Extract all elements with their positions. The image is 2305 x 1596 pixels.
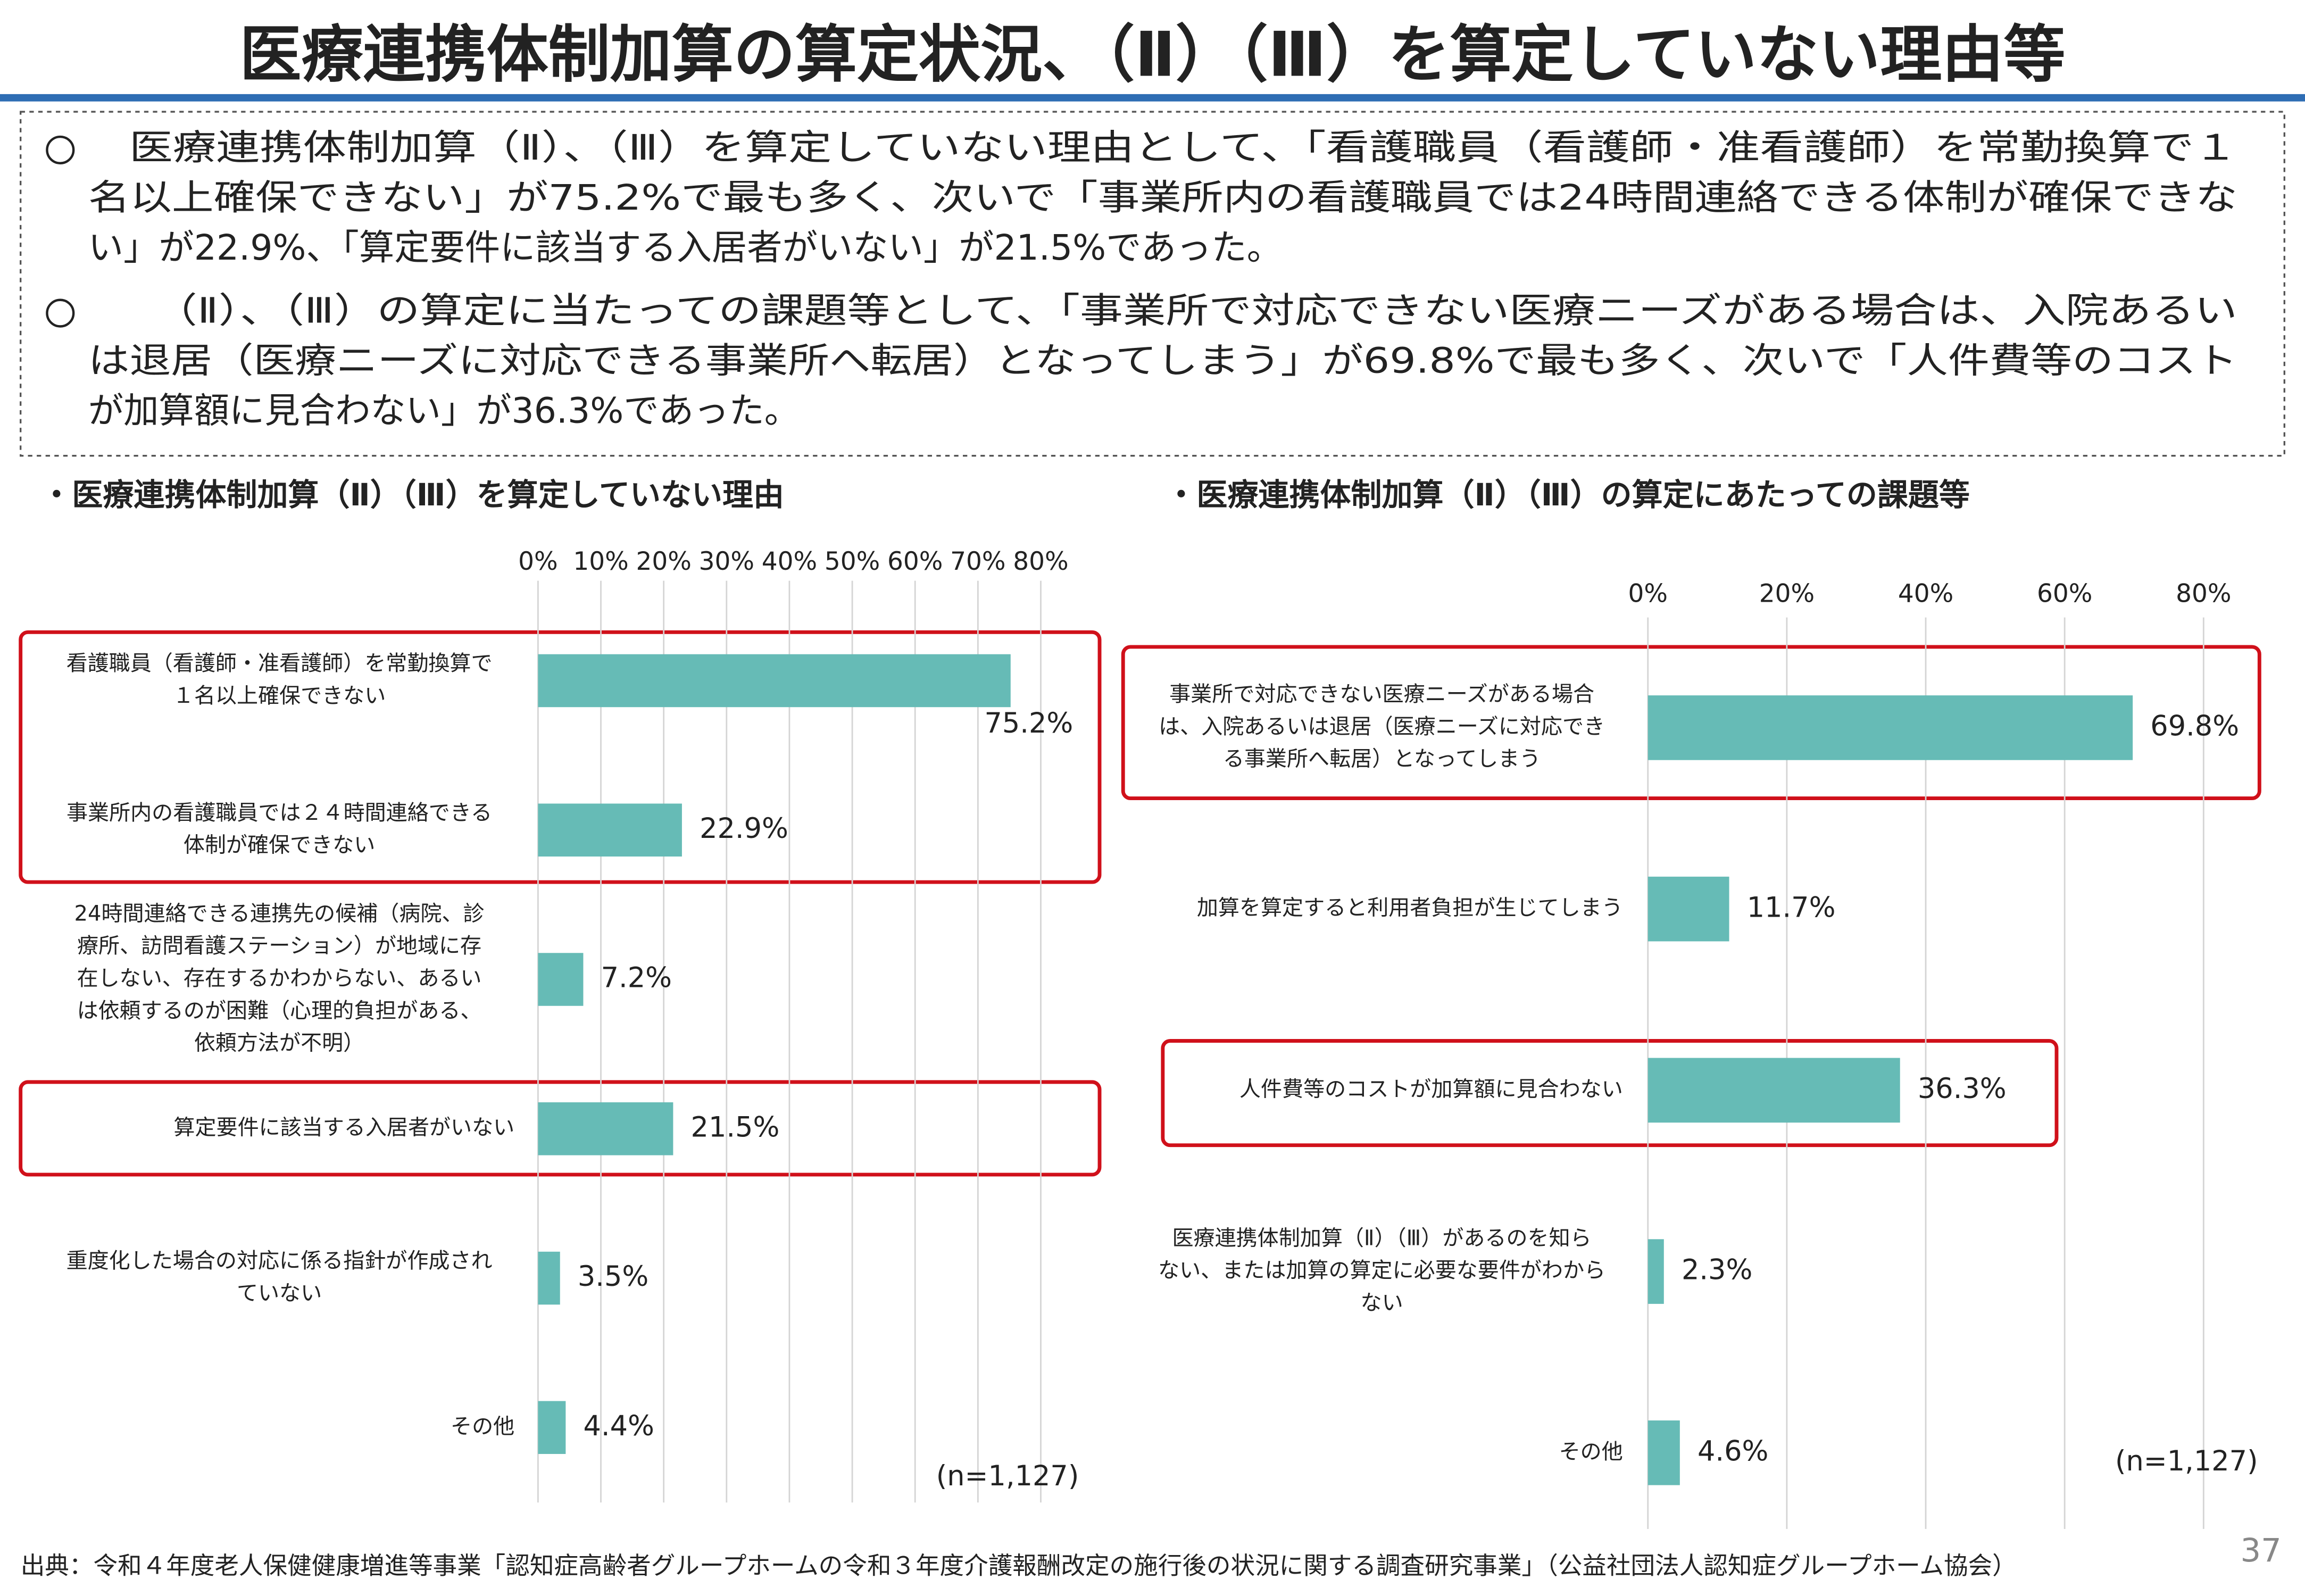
chart-title: ・医療連携体制加算（Ⅱ）（Ⅲ）を算定していない理由 — [41, 477, 784, 513]
bar — [1647, 695, 2133, 760]
bar — [1647, 1420, 1680, 1485]
page-number: 37 — [2240, 1532, 2281, 1569]
bar — [538, 953, 584, 1006]
bar — [538, 654, 1011, 708]
bullet-text: （Ⅱ）、（Ⅲ）の算定に当たっての課題等として、「事業所で対応できない医療ニーズが… — [88, 290, 2237, 431]
value-label: 4.4% — [584, 1410, 654, 1442]
value-label: 36.3% — [1918, 1073, 2007, 1105]
category-label: 算定要件に該当する入居者がいない — [173, 1116, 514, 1140]
category-label: 人件費等のコストが加算額に見合わない — [1239, 1077, 1623, 1101]
value-label: 4.6% — [1697, 1435, 1768, 1467]
x-tick-label: 20% — [1759, 579, 1815, 609]
category-label: 医療連携体制加算（Ⅱ）（Ⅲ）があるのを知らない、または加算の算定に必要な要件がわ… — [1158, 1226, 1605, 1315]
sample-note: (n=1,127) — [936, 1460, 1079, 1492]
x-tick-label: 0% — [518, 547, 558, 576]
x-tick-label: 60% — [2037, 579, 2092, 609]
title-rule — [0, 94, 2305, 102]
chart-title: ・医療連携体制加算（Ⅱ）（Ⅲ）の算定にあたっての課題等 — [1166, 477, 1970, 513]
bullet-marker — [46, 298, 75, 328]
x-tick-label: 60% — [887, 547, 943, 576]
value-label: 21.5% — [691, 1111, 780, 1143]
value-label: 11.7% — [1747, 891, 1836, 924]
bar — [1647, 1058, 1900, 1123]
highlight-box — [19, 630, 1102, 884]
highlight-box — [1161, 1039, 2059, 1148]
category-label: 事業所で対応できない医療ニーズがある場合は、入院あるいは退居（医療ニーズに対応で… — [1159, 682, 1605, 771]
value-label: 7.2% — [601, 962, 672, 994]
bullet-text: 医療連携体制加算（Ⅱ）、（Ⅲ）を算定していない理由として、「看護職員（看護師・准… — [88, 127, 2237, 268]
source: 出典：令和４年度老人保健健康増進等事業「認知症高齢者グループホームの令和３年度介… — [21, 1551, 2017, 1580]
bar — [1647, 876, 1729, 942]
sample-note: (n=1,127) — [2115, 1445, 2258, 1477]
bar — [538, 1251, 560, 1305]
bar — [538, 803, 682, 857]
category-label: 看護職員（看護師・准看護師）を常勤換算で１名以上確保できない — [66, 651, 493, 708]
value-label: 2.3% — [1682, 1254, 1752, 1286]
category-label: その他 — [1559, 1440, 1623, 1464]
x-tick-label: 40% — [1898, 579, 1953, 609]
page-title: 医療連携体制加算の算定状況、（Ⅱ）（Ⅲ）を算定していない理由等 — [240, 19, 2066, 90]
summary-box — [20, 111, 2285, 457]
x-tick-label: 80% — [2176, 579, 2231, 609]
category-label: 事業所内の看護職員では２４時間連絡できる体制が確保できない — [66, 801, 492, 858]
x-tick-label: 50% — [825, 547, 880, 576]
highlight-box — [19, 1080, 1102, 1177]
bullet-marker — [46, 135, 75, 164]
bar — [538, 1102, 673, 1156]
category-label: その他 — [451, 1414, 514, 1439]
bar — [1647, 1239, 1664, 1304]
x-tick-label: 30% — [699, 547, 754, 576]
bar — [538, 1401, 566, 1454]
x-tick-label: 80% — [1013, 547, 1068, 576]
x-tick-label: 10% — [573, 547, 628, 576]
value-label: 69.8% — [2150, 710, 2239, 743]
value-label: 3.5% — [578, 1260, 648, 1293]
x-tick-label: 70% — [950, 547, 1005, 576]
category-label: 重度化した場合の対応に係る指針が作成されていない — [66, 1249, 493, 1306]
value-label: 75.2% — [984, 707, 1073, 739]
x-tick-label: 20% — [636, 547, 691, 576]
category-label: 24時間連絡できる連携先の候補（病院、診療所、訪問看護ステーション）が地域に存在… — [74, 901, 485, 1055]
category-label: 加算を算定すると利用者負担が生じてしまう — [1197, 896, 1623, 920]
highlight-box — [1121, 645, 2261, 801]
value-label: 22.9% — [700, 812, 788, 845]
x-tick-label: 0% — [1628, 579, 1668, 609]
x-tick-label: 40% — [762, 547, 817, 576]
